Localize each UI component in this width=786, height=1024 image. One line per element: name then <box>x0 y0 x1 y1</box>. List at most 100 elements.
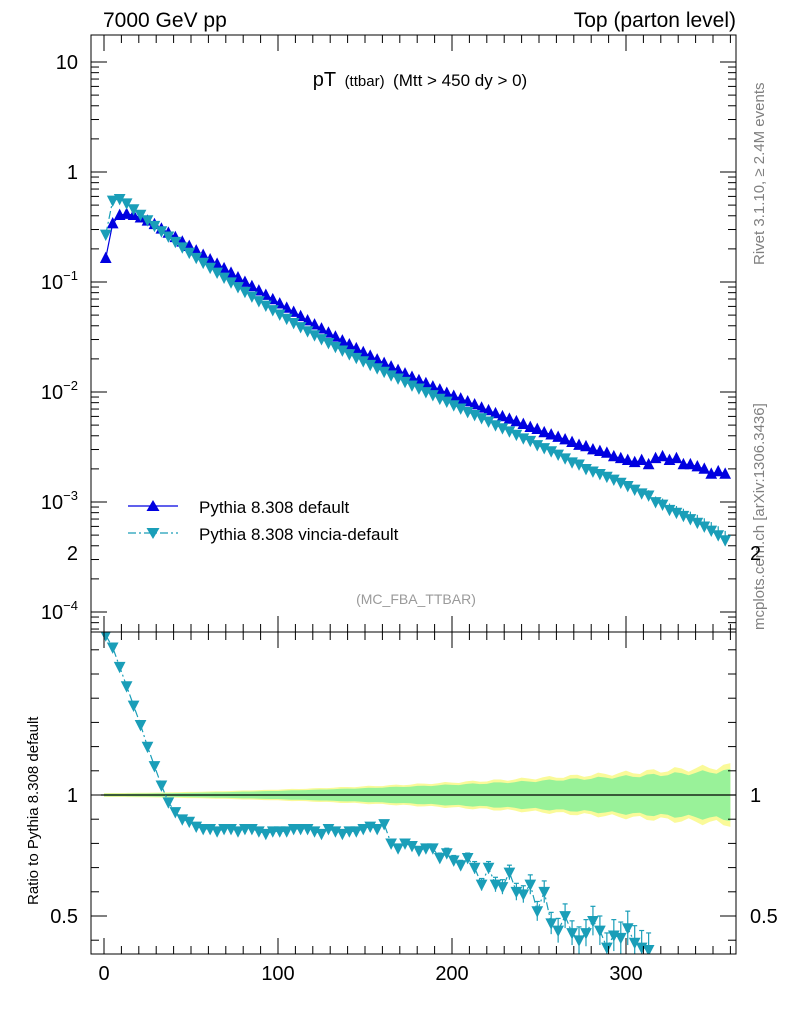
ratio-point-vincia <box>587 915 599 928</box>
ratio-point-vincia <box>566 928 578 940</box>
ratio-point-vincia <box>280 826 293 838</box>
point-default <box>573 438 585 450</box>
ratio-point-vincia <box>594 925 606 938</box>
point-default <box>496 409 509 422</box>
mcplots-label: mcplots.cern.ch [arXiv:1306.3436] <box>751 403 768 630</box>
header-process: Top (parton level) <box>574 9 736 32</box>
ratio-point-vincia <box>232 826 244 838</box>
ratio-point-vincia <box>503 867 516 879</box>
point-default <box>691 460 704 472</box>
y-tick-label: 10−2 <box>41 378 78 404</box>
point-default <box>489 406 502 419</box>
point-default <box>531 422 544 434</box>
point-vincia <box>454 403 467 415</box>
point-vincia <box>364 359 377 372</box>
point-default <box>559 432 571 445</box>
point-vincia <box>99 229 112 242</box>
point-vincia <box>447 400 460 412</box>
y-tick-label-base: 10 <box>41 382 63 404</box>
title-main: pT <box>313 69 336 91</box>
x-tick-label: 300 <box>609 963 642 985</box>
point-vincia <box>698 521 711 533</box>
point-vincia <box>266 305 279 317</box>
point-default <box>524 420 537 432</box>
point-vincia <box>134 209 147 222</box>
ratio-axis-ticks <box>91 632 736 954</box>
point-vincia <box>510 429 523 442</box>
ratio-point-vincia <box>427 843 439 855</box>
point-vincia <box>482 416 495 428</box>
point-vincia <box>329 341 342 354</box>
point-vincia <box>684 514 697 526</box>
y-tick-label: 10 <box>56 52 78 74</box>
ratio-point-vincia <box>628 937 641 950</box>
point-vincia <box>176 242 189 254</box>
ratio-y-tick-label-left: 2 <box>67 543 78 565</box>
point-default <box>120 207 133 219</box>
title-rest: (Mtt > 450 dy > 0) <box>393 71 527 90</box>
point-vincia <box>475 413 488 425</box>
legend-marker-vincia <box>146 528 160 539</box>
point-default <box>684 457 697 470</box>
ratio-point-vincia <box>517 889 530 901</box>
ratio-point-vincia <box>545 918 558 930</box>
point-default <box>601 446 613 458</box>
ratio-point-vincia <box>148 761 161 773</box>
legend-label-default: Pythia 8.308 default <box>199 498 350 517</box>
point-vincia <box>538 443 551 455</box>
point-vincia <box>343 349 356 361</box>
point-vincia <box>273 309 286 321</box>
main-plot-frame <box>90 34 737 633</box>
point-vincia <box>106 195 119 208</box>
point-default <box>635 453 648 466</box>
ratio-y-tick-label-right: 1 <box>750 785 761 807</box>
point-vincia <box>677 510 690 523</box>
point-vincia <box>614 477 627 490</box>
point-default <box>594 444 606 457</box>
y-tick-label: 10−1 <box>41 268 78 294</box>
point-vincia <box>197 257 210 270</box>
point-default <box>712 464 725 477</box>
point-vincia <box>357 356 370 368</box>
point-default <box>482 403 495 416</box>
ratio-point-vincia <box>552 925 564 938</box>
ratio-point-vincia <box>413 845 425 858</box>
ratio-point-vincia <box>336 828 349 841</box>
point-vincia <box>239 286 251 299</box>
ratio-point-vincia <box>447 855 460 867</box>
ratio-point-vincia <box>642 945 655 954</box>
point-default <box>197 248 210 260</box>
y-tick-label: 10−3 <box>41 488 78 514</box>
point-vincia <box>573 459 585 471</box>
y-tick-label-exponent: −1 <box>63 268 78 283</box>
ratio-point-vincia <box>100 632 111 642</box>
legend-label-vincia: Pythia 8.308 vincia-default <box>199 525 399 544</box>
point-default <box>719 467 732 479</box>
ratio-point-vincia <box>601 942 613 954</box>
point-vincia <box>524 435 537 448</box>
ratio-point-vincia <box>440 848 453 860</box>
point-vincia <box>392 373 404 385</box>
point-vincia <box>705 525 718 538</box>
ratio-point-vincia <box>461 853 474 865</box>
y-tick-label-base: 10 <box>41 492 63 514</box>
header-energy: 7000 GeV pp <box>103 9 227 32</box>
point-vincia <box>211 267 223 280</box>
point-default <box>698 462 711 474</box>
point-default <box>607 449 620 462</box>
ratio-point-vincia <box>559 911 571 923</box>
point-vincia <box>468 409 481 422</box>
point-vincia <box>628 484 641 496</box>
y-tick-label-base: 10 <box>56 52 78 74</box>
ratio-point-vincia <box>141 741 154 754</box>
point-vincia <box>663 504 676 517</box>
point-vincia <box>113 193 126 206</box>
x-tick-label: 200 <box>435 963 468 985</box>
point-vincia <box>621 481 634 493</box>
point-vincia <box>127 204 140 216</box>
point-default <box>552 430 564 442</box>
y-tick-label-base: 10 <box>41 602 63 624</box>
analysis-label: (MC_FBA_TTBAR) <box>356 591 476 607</box>
